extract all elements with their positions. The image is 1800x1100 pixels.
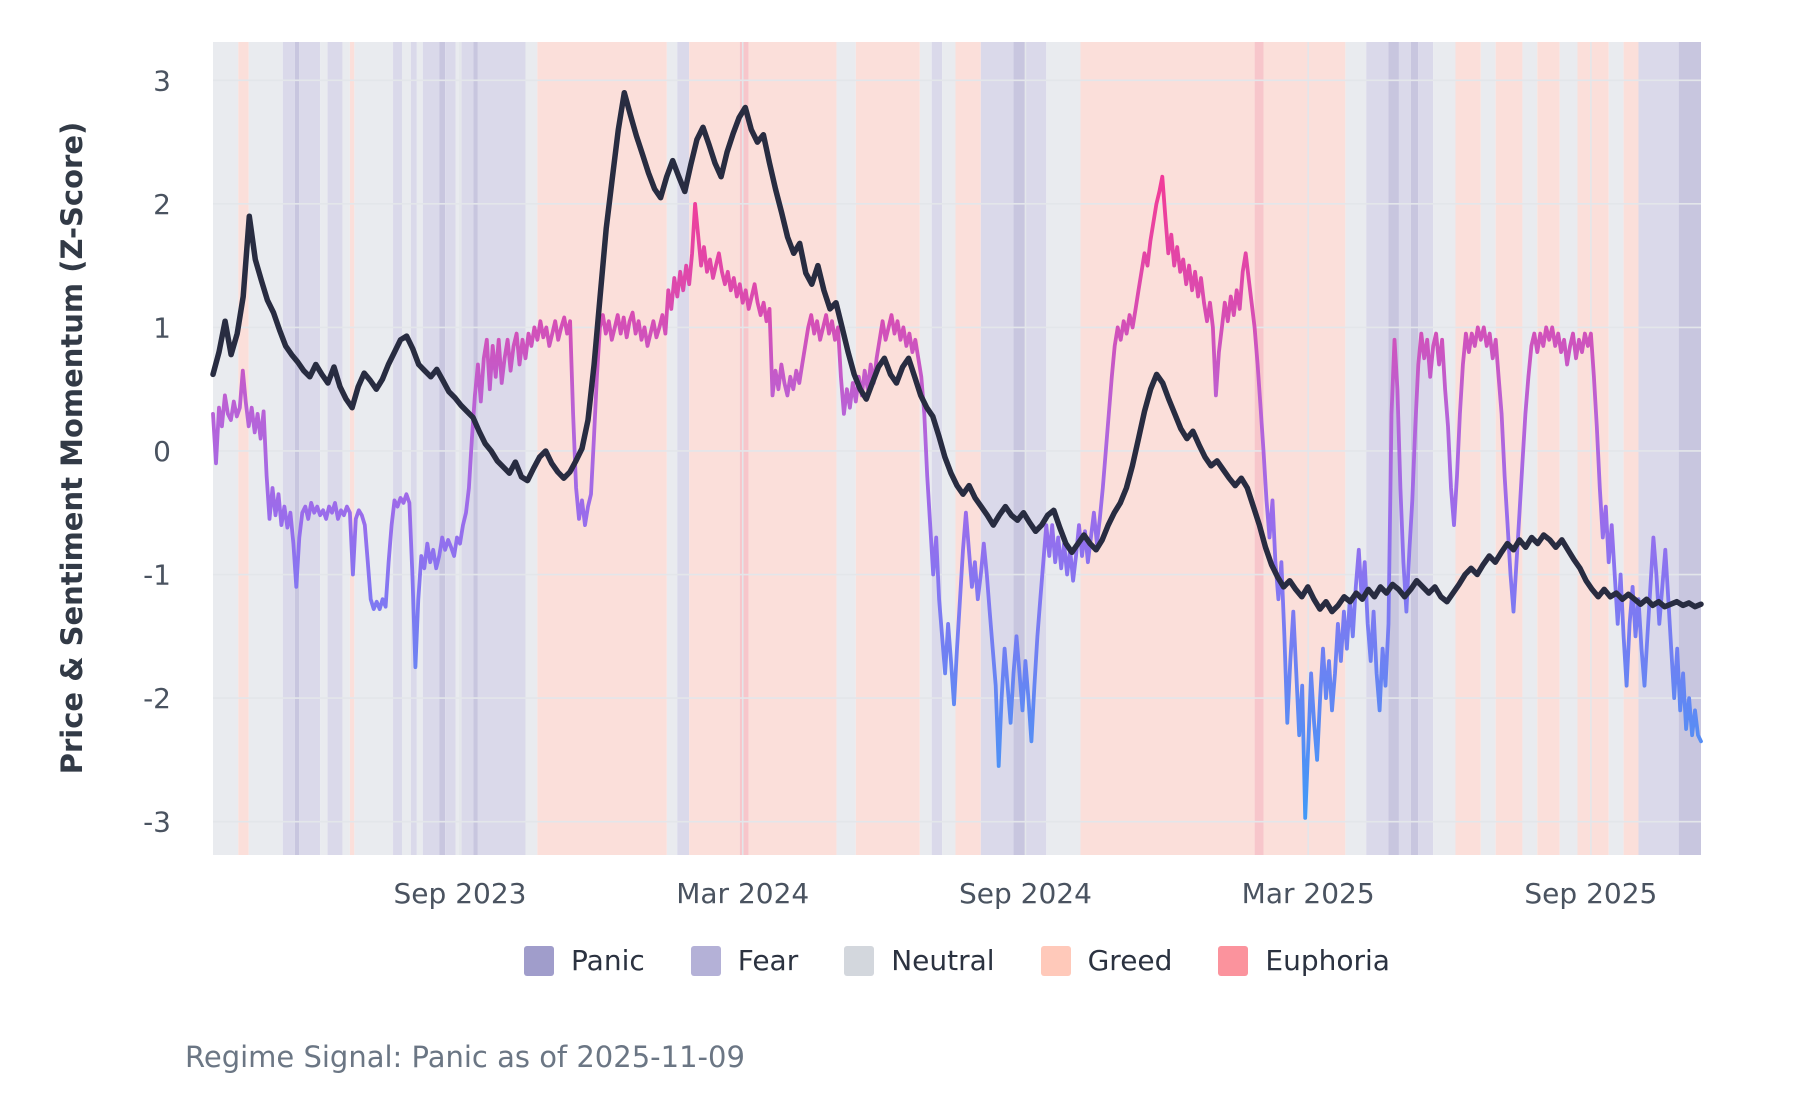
regime-band-greed: [748, 42, 837, 855]
regime-band-neutral: [401, 42, 411, 855]
regime-band-greed: [238, 42, 249, 855]
legend-label: Euphoria: [1265, 944, 1390, 977]
svg-text:Sep 2025: Sep 2025: [1524, 877, 1657, 910]
svg-text:Sep 2024: Sep 2024: [959, 877, 1092, 910]
regime-band-panic: [473, 42, 478, 855]
regime-band-panic: [1678, 42, 1701, 855]
regime-band-neutral: [1046, 42, 1081, 855]
regime-band-neutral: [455, 42, 462, 855]
svg-text:-3: -3: [143, 806, 171, 839]
greed-swatch: [1040, 945, 1071, 976]
legend-item-fear: Fear: [690, 944, 799, 977]
regime-band-fear: [1398, 42, 1411, 855]
y-axis-title: Price & Sentiment Momentum (Z-Score): [55, 121, 89, 775]
regime-band-fear: [1418, 42, 1434, 855]
regime-band-panic: [1388, 42, 1399, 855]
regime-band-greed: [349, 42, 355, 855]
legend-label: Panic: [571, 944, 645, 977]
fear-swatch: [690, 945, 721, 976]
neutral-swatch: [844, 945, 875, 976]
regime-band-greed: [1577, 42, 1609, 855]
regime-band-fear: [299, 42, 321, 855]
legend-label: Neutral: [891, 944, 995, 977]
regime-band-panic: [439, 42, 446, 855]
legend-item-panic: Panic: [524, 944, 645, 977]
legend-item-greed: Greed: [1040, 944, 1173, 977]
legend-label: Greed: [1087, 944, 1173, 977]
y-tick-labels: 3 2 1 0 -1 -2 -3: [143, 64, 171, 838]
regime-band-greed: [1080, 42, 1255, 855]
regime-band-neutral: [836, 42, 856, 855]
regime-band-neutral: [416, 42, 423, 855]
regime-band-fear: [931, 42, 943, 855]
regime-band-neutral: [1522, 42, 1538, 855]
svg-text:2: 2: [153, 188, 171, 221]
sentiment-line: [211, 174, 1703, 820]
regime-band-fear: [410, 42, 417, 855]
svg-text:3: 3: [153, 64, 171, 97]
regime-band-fear: [1025, 42, 1047, 855]
regime-band-greed: [1623, 42, 1639, 855]
regime-band-fear: [1638, 42, 1679, 855]
svg-text:Mar 2025: Mar 2025: [1242, 877, 1375, 910]
svg-text:-2: -2: [143, 682, 171, 715]
regime-band-euphoria: [739, 42, 749, 855]
regime-band-fear: [477, 42, 526, 855]
regime-band-greed: [1495, 42, 1523, 855]
svg-text:Mar 2024: Mar 2024: [676, 877, 809, 910]
regime-band-panic: [294, 42, 300, 855]
legend-label: Fear: [737, 944, 799, 977]
panic-swatch: [524, 945, 555, 976]
regime-band-greed: [537, 42, 667, 855]
price-momentum-line: [210, 89, 1704, 615]
regime-band-fear: [445, 42, 456, 855]
regime-band-greed: [955, 42, 981, 855]
svg-text:0: 0: [153, 435, 171, 468]
regime-band-greed: [855, 42, 920, 855]
regime-band-greed: [1537, 42, 1560, 855]
regime-band-neutral: [354, 42, 394, 855]
legend-item-euphoria: Euphoria: [1218, 944, 1390, 977]
regime-band-fear: [393, 42, 402, 855]
regime-band-fear: [422, 42, 440, 855]
regime-band-neutral: [1480, 42, 1496, 855]
legend: Panic Fear Neutral Greed Euphoria: [213, 944, 1701, 977]
regime-bands: [213, 42, 1701, 855]
regime-band-panic: [1013, 42, 1026, 855]
regime-band-neutral: [1559, 42, 1578, 855]
regime-band-neutral: [1433, 42, 1456, 855]
regime-band-neutral: [666, 42, 678, 855]
euphoria-swatch: [1218, 945, 1249, 976]
x-tick-labels: Sep 2023 Mar 2024 Sep 2024 Mar 2025 Sep 2025: [394, 877, 1658, 910]
regime-band-euphoria: [1254, 42, 1264, 855]
svg-text:-1: -1: [143, 559, 171, 592]
regime-signal-caption: Regime Signal: Panic as of 2025-11-09: [185, 1040, 745, 1074]
regime-band-fear: [327, 42, 343, 855]
legend-item-neutral: Neutral: [844, 944, 995, 977]
regime-band-fear: [461, 42, 474, 855]
regime-band-fear: [1366, 42, 1389, 855]
regime-band-greed: [689, 42, 740, 855]
regime-chart: 3 2 1 0 -1 -2 -3 Sep 2023 Mar 2024 Sep 2024 Mar 20…: [143, 42, 1704, 910]
regime-band-fear: [677, 42, 690, 855]
regime-band-fear: [282, 42, 295, 855]
regime-band-neutral: [1608, 42, 1624, 855]
regime-band-neutral: [525, 42, 538, 855]
svg-text:1: 1: [153, 311, 171, 344]
regime-band-neutral: [342, 42, 350, 855]
gridlines: [213, 42, 1701, 855]
regime-band-neutral: [1345, 42, 1367, 855]
regime-band-neutral: [320, 42, 328, 855]
svg-text:Sep 2023: Sep 2023: [394, 877, 527, 910]
